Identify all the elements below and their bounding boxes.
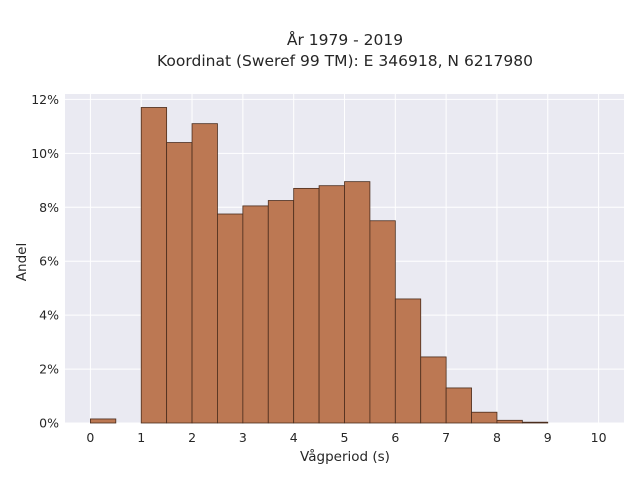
- histogram-bar: [293, 187, 320, 424]
- x-tick-label: 7: [442, 430, 450, 445]
- y-tick-labels: 0% 2% 4% 6% 8% 10% 12%: [31, 92, 59, 431]
- y-tick-label: 8%: [39, 200, 59, 215]
- chart-title: År 1979 - 2019: [287, 30, 403, 49]
- histogram-bar: [496, 419, 523, 424]
- histogram-bar: [521, 421, 549, 424]
- histogram-bar: [267, 200, 295, 424]
- x-tick-label: 9: [544, 430, 552, 445]
- y-tick-label: 6%: [39, 254, 59, 269]
- histogram-bar: [369, 220, 396, 424]
- x-tick-label: 1: [137, 430, 145, 445]
- y-tick-label: 10%: [31, 146, 59, 161]
- bars: [90, 107, 549, 424]
- histogram-bar: [90, 418, 117, 424]
- histogram-bar: [394, 298, 422, 424]
- histogram-bar: [166, 142, 193, 424]
- y-tick-label: 4%: [39, 308, 59, 323]
- x-tick-label: 10: [591, 430, 607, 445]
- histogram-bar: [344, 181, 371, 424]
- x-tick-label: 2: [188, 430, 196, 445]
- histogram-bar: [217, 213, 244, 424]
- y-tick-label: 12%: [31, 92, 59, 107]
- y-tick-label: 0%: [39, 416, 59, 431]
- y-axis-label: Andel: [14, 243, 30, 281]
- histogram-bar: [140, 107, 168, 424]
- x-tick-label: 8: [493, 430, 501, 445]
- x-tick-label: 5: [341, 430, 349, 445]
- x-axis-label: Vågperiod (s): [300, 448, 390, 465]
- histogram-bar: [242, 205, 269, 424]
- chart-subtitle: Koordinat (Sweref 99 TM): E 346918, N 62…: [157, 52, 533, 70]
- x-tick-label: 6: [391, 430, 399, 445]
- x-tick-label: 3: [239, 430, 247, 445]
- x-tick-label: 0: [86, 430, 94, 445]
- histogram-bar: [420, 356, 447, 424]
- x-tick-labels: 0 1 2 3 4 5 6 7 8 9 10: [86, 430, 606, 445]
- histogram-bar: [191, 123, 218, 424]
- x-tick-label: 4: [290, 430, 298, 445]
- histogram-bar: [445, 387, 472, 424]
- histogram-bar: [471, 411, 498, 424]
- y-tick-label: 2%: [39, 362, 59, 377]
- histogram-bar: [318, 185, 345, 424]
